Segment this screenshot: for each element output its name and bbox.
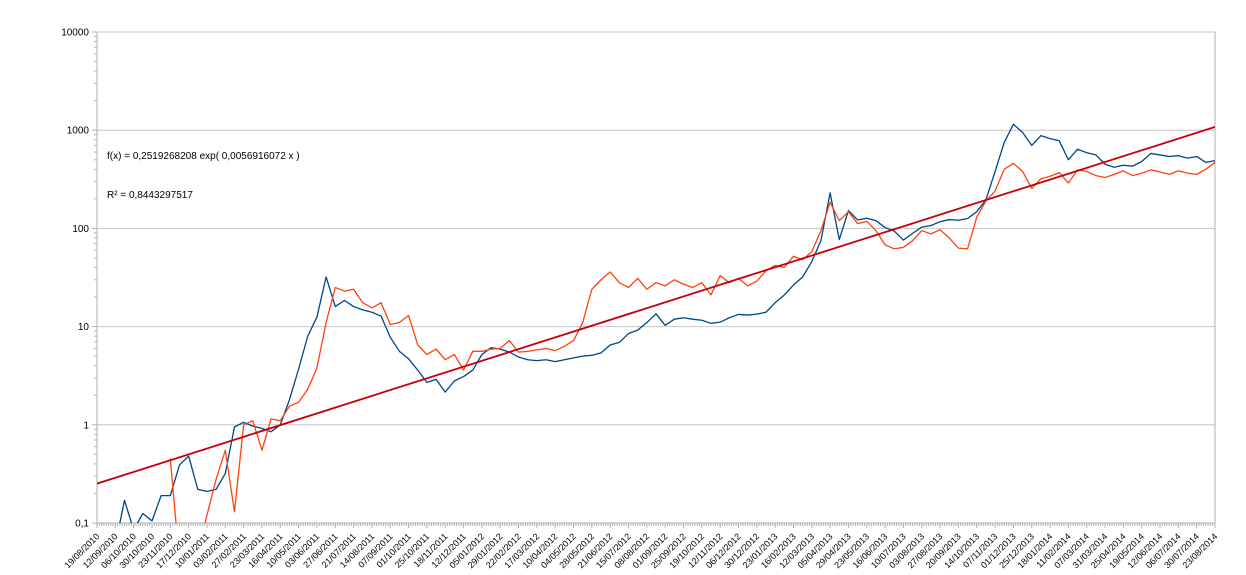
exponential-trendline	[97, 126, 1215, 485]
trendline-equation-fx: f(x) = 0,2519268208 exp( 0,0056916072 x …	[107, 151, 300, 162]
y-axis-label: 1000	[67, 126, 90, 137]
y-axis-label: 100	[72, 224, 89, 235]
trendline-equation-r2: R² = 0,8443297517	[107, 190, 193, 201]
trendline-equation: f(x) = 0,2519268208 exp( 0,0056916072 x …	[107, 124, 300, 228]
y-axis-label: 1	[83, 420, 89, 431]
y-axis-label: 10	[78, 322, 90, 333]
y-axis-label: 0,1	[75, 519, 89, 530]
y-axis-label: 10000	[61, 28, 89, 39]
series-orange-line	[169, 161, 1215, 523]
